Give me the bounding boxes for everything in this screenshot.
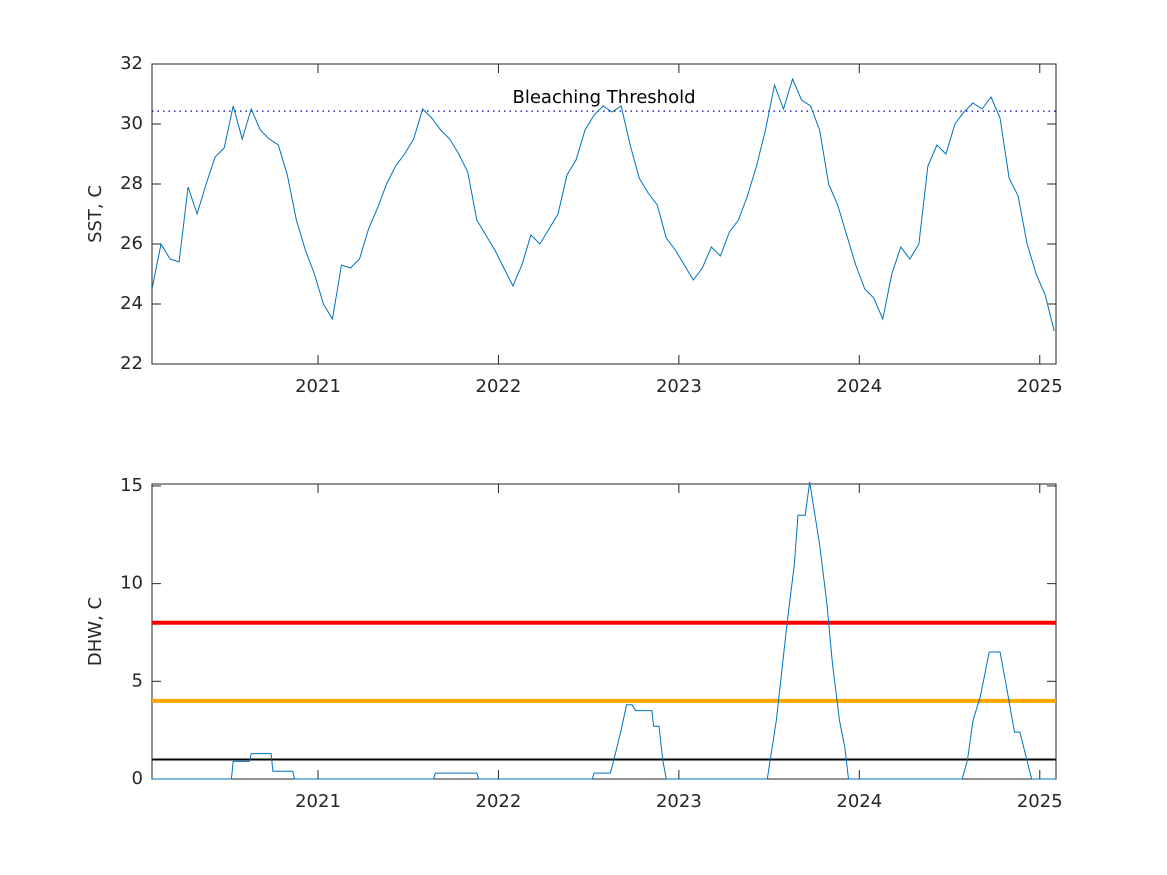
x-tick-label: 2021 xyxy=(295,376,341,397)
x-tick-label: 2023 xyxy=(656,376,702,397)
y-tick-label: 30 xyxy=(120,113,143,134)
x-tick-label: 2021 xyxy=(295,791,341,812)
y-tick-label: 15 xyxy=(120,475,143,496)
x-tick-label: 2024 xyxy=(836,376,882,397)
y-tick-label: 28 xyxy=(120,173,143,194)
y-axis-label: SST, C xyxy=(85,185,106,243)
y-tick-label: 24 xyxy=(120,293,143,314)
axes-box xyxy=(151,63,1057,365)
x-tick-label: 2025 xyxy=(1017,376,1063,397)
x-tick-label: 2025 xyxy=(1017,791,1063,812)
y-tick-label: 0 xyxy=(132,768,143,789)
x-tick-label: 2022 xyxy=(476,791,522,812)
x-tick-label: 2022 xyxy=(476,376,522,397)
y-tick-label: 10 xyxy=(120,573,143,594)
y-tick-label: 26 xyxy=(120,233,143,254)
y-axis-label: DHW, C xyxy=(85,597,106,666)
axes-box xyxy=(151,483,1057,780)
x-tick-label: 2024 xyxy=(836,791,882,812)
data-line xyxy=(151,77,1055,332)
y-tick-label: 32 xyxy=(120,53,143,74)
x-tick-label: 2023 xyxy=(656,791,702,812)
threshold-label: Bleaching Threshold xyxy=(512,87,695,108)
y-tick-label: 22 xyxy=(120,353,143,374)
y-tick-label: 5 xyxy=(132,670,143,691)
data-line xyxy=(152,481,1056,780)
